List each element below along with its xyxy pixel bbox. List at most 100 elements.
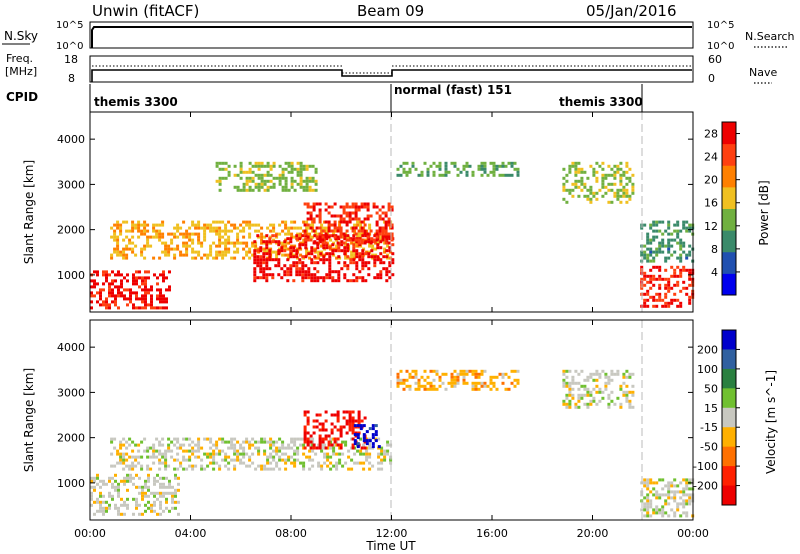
heatmap-cell [595, 170, 599, 174]
heatmap-cell [152, 446, 156, 450]
heatmap-cell [108, 503, 111, 507]
heatmap-cell [287, 247, 291, 251]
heatmap-cell [444, 387, 448, 391]
heatmap-cell [138, 512, 141, 516]
heatmap-cell [441, 372, 445, 376]
heatmap-cell [329, 238, 333, 242]
heatmap-cell [610, 173, 614, 177]
heatmap-cell [117, 270, 120, 274]
heatmap-cell [667, 232, 671, 236]
heatmap-cell [613, 372, 617, 376]
heatmap-cell [117, 306, 120, 310]
heatmap-cell [450, 378, 454, 382]
heatmap-cell [168, 485, 171, 489]
heatmap-cell [110, 256, 114, 260]
heatmap-cell [571, 396, 575, 400]
heatmap-cell [299, 161, 303, 165]
heatmap-cell [298, 258, 302, 262]
heatmap-cell [649, 250, 653, 254]
heatmap-cell [308, 232, 312, 236]
heatmap-cell [212, 449, 216, 453]
heatmap-cell [335, 464, 339, 468]
heatmap-cell [224, 226, 228, 230]
heatmap-cell [96, 509, 99, 513]
heatmap-cell [658, 508, 662, 512]
heatmap-cell [655, 298, 659, 302]
heatmap-cell [301, 261, 305, 265]
heatmap-cell [233, 464, 237, 468]
heatmap-cell [167, 449, 171, 453]
heatmap-cell [303, 440, 307, 444]
heatmap-cell [352, 246, 356, 250]
heatmap-cell [336, 428, 340, 432]
heatmap-cell [248, 167, 252, 171]
heatmap-cell [143, 226, 147, 230]
heatmap-cell [368, 443, 372, 447]
heatmap-cell [259, 270, 263, 274]
heatmap-cell [339, 232, 343, 236]
heatmap-cell [322, 258, 326, 262]
heatmap-cell [269, 440, 273, 444]
heatmap-cell [334, 237, 338, 241]
heatmap-cell [147, 303, 150, 307]
heatmap-cell [265, 240, 269, 244]
heatmap-cell [251, 443, 255, 447]
heatmap-cell [113, 247, 117, 251]
heatmap-cell [652, 493, 656, 497]
heatmap-cell [646, 241, 650, 245]
heatmap-cell [337, 261, 341, 265]
heatmap-cell [308, 185, 312, 189]
heatmap-cell [299, 232, 303, 236]
velocity-heatmap [90, 369, 695, 518]
heatmap-cell [444, 372, 448, 376]
heatmap-cell [483, 384, 487, 388]
heatmap-cell [516, 381, 520, 385]
heatmap-cell [158, 232, 162, 236]
heatmap-cell [429, 381, 433, 385]
heatmap-cell [168, 509, 171, 513]
heatmap-cell [324, 428, 328, 432]
heatmap-cell [314, 182, 318, 186]
heatmap-cell [345, 202, 349, 206]
heatmap-cell [459, 369, 463, 373]
heatmap-cell [90, 494, 93, 498]
heatmap-cell [379, 252, 383, 256]
heatmap-cell [120, 512, 123, 516]
heatmap-cell [682, 265, 686, 269]
heatmap-cell [625, 399, 629, 403]
heatmap-cell [361, 249, 365, 253]
heatmap-cell [116, 235, 120, 239]
heatmap-cell [607, 393, 611, 397]
heatmap-cell [245, 440, 249, 444]
heatmap-cell [387, 220, 391, 224]
heatmap-cell [137, 235, 141, 239]
heatmap-cell [233, 458, 237, 462]
heatmap-cell [251, 179, 255, 183]
heatmap-cell [113, 446, 117, 450]
heatmap-cell [336, 419, 340, 423]
heatmap-cell [387, 202, 391, 206]
heatmap-cell [315, 425, 319, 429]
heatmap-cell [153, 491, 156, 495]
heatmap-cell [209, 452, 213, 456]
heatmap-cell [233, 452, 237, 456]
y-tick-label: 3000 [57, 178, 85, 191]
heatmap-cell [310, 246, 314, 250]
heatmap-cell [314, 247, 318, 251]
heatmap-cell [589, 402, 593, 406]
heatmap-cell [341, 464, 345, 468]
heatmap-cell [320, 250, 324, 254]
heatmap-cell [125, 220, 129, 224]
heatmap-cell [301, 234, 305, 238]
heatmap-cell [117, 294, 120, 298]
heatmap-cell [108, 291, 111, 295]
heatmap-cell [284, 247, 288, 251]
heatmap-cell [375, 205, 379, 209]
heatmap-cell [329, 461, 333, 465]
heatmap-cell [280, 276, 284, 280]
heatmap-cell [367, 237, 371, 241]
heatmap-cell [113, 238, 117, 242]
heatmap-cell [586, 375, 590, 379]
heatmap-cell [345, 419, 349, 423]
heatmap-cell [351, 229, 355, 233]
